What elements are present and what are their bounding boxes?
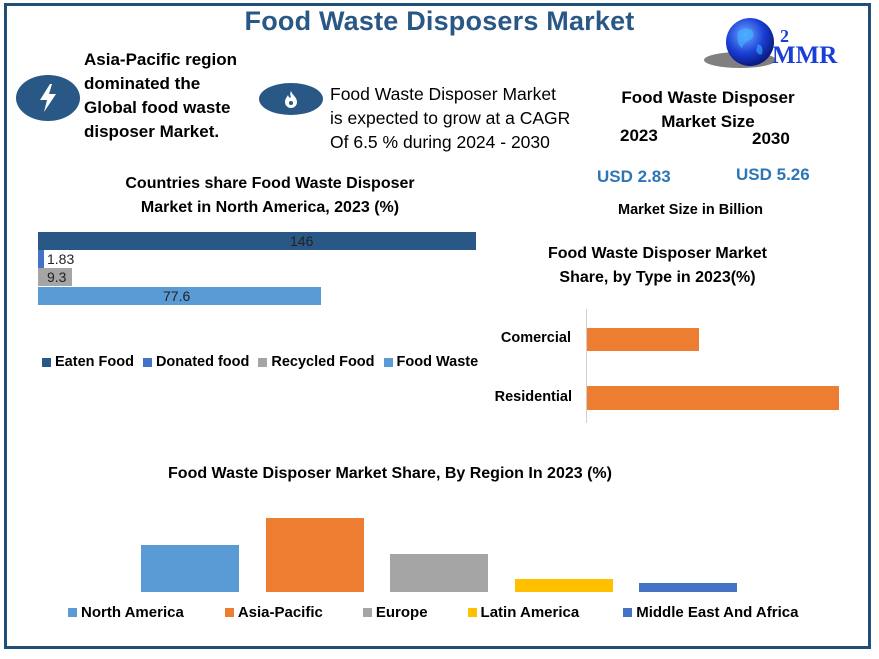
- type-label-residential: Residential: [494, 389, 572, 405]
- type-label-commercial: Comercial: [500, 330, 571, 346]
- region-dominance-text: Asia-Pacific region dominated the Global…: [84, 48, 254, 144]
- value-2023: USD 2.83: [597, 167, 671, 186]
- year-2023: 2023: [620, 126, 658, 145]
- cagr-line: Of 6.5 % during 2024 - 2030: [330, 132, 550, 152]
- legend-swatch: [623, 608, 633, 617]
- legend-label: Recycled Food: [271, 354, 375, 370]
- legend-label: Food Waste: [396, 354, 479, 370]
- mmr-logo: MMR 2: [700, 14, 860, 76]
- bar-mea: [639, 583, 737, 592]
- cagr-line: Food Waste Disposer Market: [330, 84, 556, 104]
- bar-europe: [390, 554, 488, 592]
- legend-swatch: [258, 357, 268, 367]
- bar-donated-food: 1.83: [38, 250, 74, 268]
- type-chart-title-line: Food Waste Disposer Market: [547, 245, 767, 262]
- bar-value-label: 77.6: [163, 288, 191, 304]
- bar-latin-america: [515, 579, 613, 592]
- na-bar-chart: 146 1.83 9.3 77.6: [38, 232, 488, 306]
- year-2030: 2030: [752, 129, 790, 148]
- region-line: disposer Market.: [84, 122, 220, 141]
- flame-icon: [285, 91, 297, 108]
- region-chart-title: Food Waste Disposer Market Share, By Reg…: [168, 465, 612, 482]
- bar-food-waste: 77.6: [38, 287, 321, 305]
- page-title: Food Waste Disposers Market: [244, 6, 635, 36]
- bar-north-america: [141, 545, 239, 592]
- infographic-frame: [4, 3, 871, 649]
- legend-swatch: [383, 357, 393, 367]
- bar-value-label: 1.83: [47, 251, 75, 267]
- type-chart-title-line: Share, by Type in 2023(%): [559, 269, 756, 286]
- type-chart-title: Food Waste Disposer Market Share, by Typ…: [520, 242, 795, 290]
- legend-label: Europe: [375, 604, 428, 621]
- bar-commercial: [587, 328, 699, 351]
- legend-label: Donated food: [155, 354, 250, 370]
- region-chart-legend: North America Asia-Pacific Europe Latin …: [68, 604, 798, 621]
- legend-food-waste: Food Waste: [383, 354, 479, 370]
- legend-label: Eaten Food: [55, 354, 134, 370]
- flame-badge: [259, 83, 323, 115]
- legend-latin-america: Latin America: [467, 604, 580, 621]
- na-chart-legend: Eaten Food Donated food Recycled Food Fo…: [42, 354, 478, 370]
- lightning-icon: [40, 84, 56, 112]
- legend-swatch: [142, 357, 152, 367]
- lightning-badge: [16, 75, 80, 121]
- legend-label: Latin America: [480, 604, 580, 621]
- na-chart-title: Countries share Food Waste Disposer Mark…: [60, 172, 480, 220]
- region-line: Asia-Pacific region: [84, 50, 238, 69]
- logo-text: MMR: [772, 42, 838, 69]
- bar-value-label: 146: [290, 233, 314, 249]
- type-chart-axis: [586, 309, 587, 423]
- region-line: dominated the: [84, 74, 201, 93]
- region-bar-chart: [140, 510, 760, 592]
- cagr-text: Food Waste Disposer Market is expected t…: [330, 82, 590, 154]
- legend-swatch: [467, 608, 477, 617]
- na-chart-title-line: Countries share Food Waste Disposer: [125, 175, 415, 192]
- market-size-title-line: Food Waste Disposer: [621, 88, 795, 107]
- globe-icon: [704, 18, 776, 68]
- legend-swatch: [42, 357, 51, 367]
- na-chart-title-line: Market in North America, 2023 (%): [140, 199, 400, 216]
- legend-mea: Middle East And Africa: [623, 604, 798, 621]
- bar-eaten-food: 146: [38, 232, 476, 250]
- logo-superscript: 2: [780, 26, 789, 46]
- legend-label: Asia-Pacific: [237, 604, 323, 621]
- legend-donated-food: Donated food: [142, 354, 250, 370]
- value-2030: USD 5.26: [736, 165, 810, 184]
- market-size-title-line: Market Size: [661, 112, 755, 131]
- legend-label: Middle East And Africa: [636, 604, 799, 621]
- market-size-title: Food Waste Disposer Market Size: [600, 86, 816, 134]
- bar-recycled-food: 9.3: [38, 268, 72, 286]
- legend-north-america: North America: [68, 604, 184, 621]
- region-line: Global food waste: [84, 98, 231, 117]
- market-size-unit: Market Size in Billion: [618, 202, 764, 218]
- legend-swatch: [224, 608, 234, 617]
- legend-label: North America: [81, 604, 184, 621]
- legend-swatch: [362, 608, 372, 617]
- bar-asia-pacific: [266, 518, 364, 592]
- legend-recycled-food: Recycled Food: [258, 354, 375, 370]
- legend-eaten-food: Eaten Food: [42, 354, 134, 370]
- legend-asia-pacific: Asia-Pacific: [224, 604, 323, 621]
- bar-residential: [587, 386, 839, 410]
- legend-swatch: [68, 608, 77, 617]
- bar-value-label: 9.3: [47, 269, 67, 285]
- cagr-line: is expected to grow at a CAGR: [330, 108, 571, 128]
- legend-europe: Europe: [362, 604, 428, 621]
